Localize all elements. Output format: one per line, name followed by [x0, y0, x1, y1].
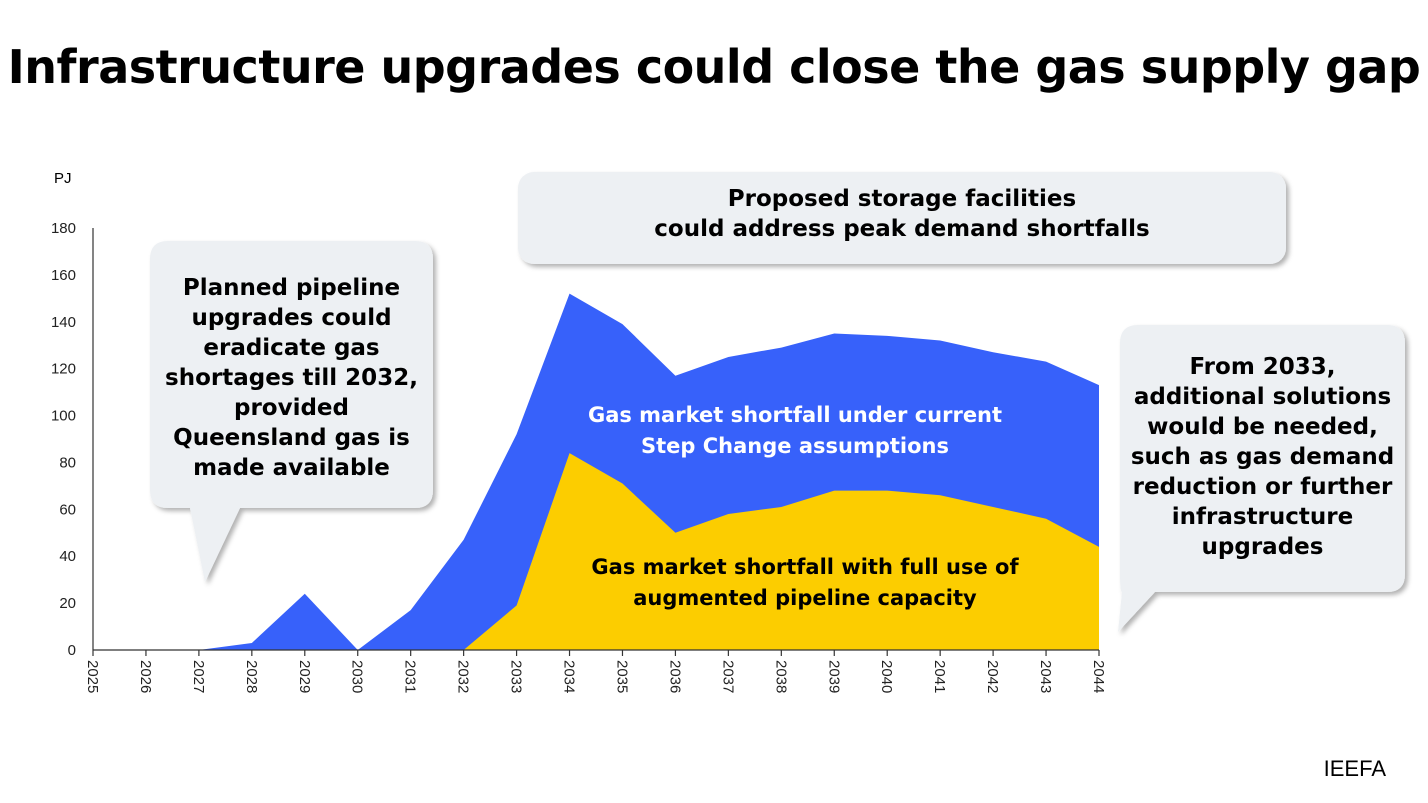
x-tick-label: 2042 — [984, 660, 1001, 693]
x-tick-label: 2031 — [402, 660, 419, 693]
x-tick-label: 2037 — [719, 660, 736, 693]
text-line: eradicate gas — [203, 335, 380, 361]
y-tick-label: 160 — [51, 267, 76, 284]
x-tick-label: 2027 — [190, 660, 207, 693]
x-tick-label: 2034 — [561, 660, 578, 693]
x-tick-label: 2038 — [772, 660, 789, 693]
x-tick-label: 2043 — [1037, 660, 1054, 693]
text-line: provided — [233, 395, 349, 421]
y-tick-label: 100 — [51, 408, 76, 425]
callout-top-bubble — [518, 172, 1286, 264]
text-line: infrastructure — [1171, 504, 1354, 530]
text-line: such as gas demand — [1130, 444, 1395, 470]
text-line: would be needed, — [1147, 414, 1378, 440]
text-line: shortages till 2032, — [165, 365, 418, 391]
text-line: could address peak demand shortfalls — [654, 216, 1150, 242]
text-line: upgrades — [1201, 534, 1324, 560]
y-tick-label: 80 — [59, 454, 76, 471]
y-tick-label: 180 — [51, 220, 76, 237]
callout-left-bubble — [150, 241, 433, 582]
callout-right-bubble — [1118, 325, 1405, 632]
text-line: Gas market shortfall with full use of — [591, 555, 1019, 579]
x-tick-label: 2033 — [508, 660, 525, 693]
text-line: Gas market shortfall under current — [587, 403, 1003, 427]
x-tick-label: 2029 — [296, 660, 313, 693]
text-line: From 2033, — [1189, 354, 1336, 380]
x-tick-label: 2028 — [243, 660, 260, 693]
y-tick-label: 20 — [59, 595, 76, 612]
chart-title: Infrastructure upgrades could close the … — [7, 40, 1421, 94]
text-line: Proposed storage facilities — [727, 186, 1077, 212]
blue-area-label: Gas market shortfall under current Step C… — [560, 400, 1030, 462]
y-axis-label: PJ — [54, 170, 72, 187]
area-series-1 — [93, 453, 1099, 650]
text-line: additional solutions — [1133, 384, 1392, 410]
callout-right: From 2033, additional solutions would be n… — [1120, 352, 1405, 562]
y-tick-label: 60 — [59, 501, 76, 518]
source-label: IEEFA — [1323, 756, 1386, 781]
yellow-area-label: Gas market shortfall with full use of aug… — [560, 552, 1050, 614]
x-tick-label: 2035 — [613, 660, 630, 693]
x-tick-label: 2036 — [666, 660, 683, 693]
y-tick-label: 40 — [59, 548, 76, 565]
x-tick-label: 2026 — [137, 660, 154, 693]
callout-top: Proposed storage facilities could address… — [518, 184, 1286, 244]
text-line: Queensland gas is — [173, 425, 410, 451]
x-tick-label: 2041 — [931, 660, 948, 693]
text-line: Planned pipeline — [182, 275, 401, 301]
text-line: Step Change assumptions — [641, 434, 949, 458]
y-tick-label: 0 — [68, 642, 76, 659]
text-line: made available — [193, 455, 390, 481]
x-tick-label: 2032 — [455, 660, 472, 693]
text-line: reduction or further — [1132, 474, 1393, 500]
x-tick-label: 2044 — [1090, 660, 1107, 693]
x-tick-label: 2030 — [349, 660, 366, 693]
text-line: augmented pipeline capacity — [633, 586, 977, 610]
x-tick-label: 2040 — [878, 660, 895, 693]
x-tick-label: 2025 — [84, 660, 101, 693]
callout-left: Planned pipeline upgrades could eradicate … — [150, 273, 433, 483]
text-line: upgrades could — [191, 305, 392, 331]
y-tick-label: 120 — [51, 361, 76, 378]
x-tick-label: 2039 — [825, 660, 842, 693]
y-tick-label: 140 — [51, 314, 76, 331]
